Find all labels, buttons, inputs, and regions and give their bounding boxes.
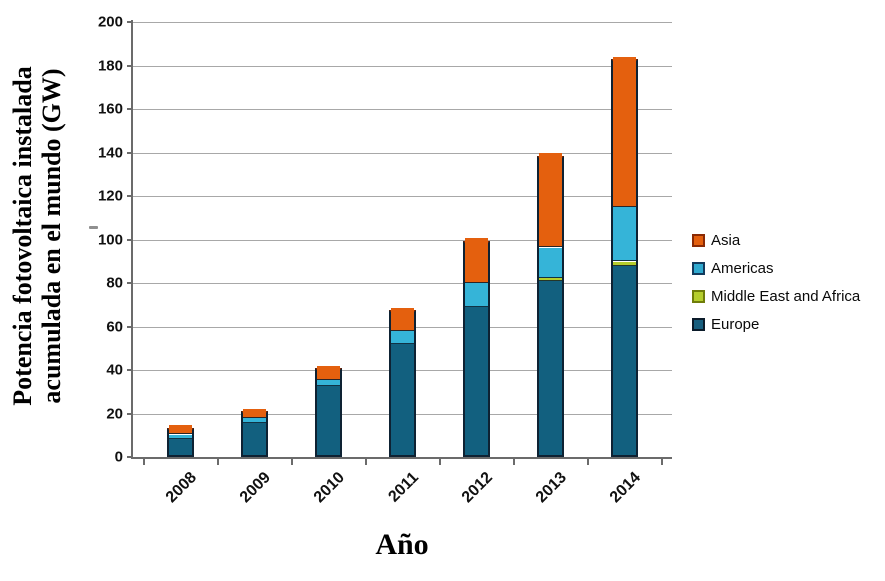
y-tick-label: 60	[106, 318, 123, 335]
bar-segment-2008-europe	[168, 439, 192, 455]
legend: Asia Americas Middle East and Africa Europe	[692, 226, 860, 338]
y-tick-label: 160	[97, 100, 123, 118]
x-tick	[365, 459, 367, 465]
bar-segment-2014-europe	[612, 266, 636, 455]
y-tick-label: 0	[114, 448, 123, 466]
y-tick	[127, 21, 133, 23]
x-tick-label-2011: 2011	[385, 469, 423, 506]
x-tick	[513, 459, 515, 465]
y-tick-label: 120	[97, 187, 123, 205]
bar-segment-2010-asia	[316, 366, 340, 380]
x-axis-title: Año	[375, 528, 429, 561]
bar-2011	[388, 308, 416, 457]
y-axis-title-line-1: Potencia fotovoltaica instalada	[7, 66, 37, 406]
x-tick-label-2009: 2009	[236, 469, 275, 507]
bar-segment-2010-americas	[316, 379, 340, 386]
y-tick	[127, 108, 133, 110]
y-tick	[127, 64, 133, 67]
bar-segment-2010-europe	[316, 386, 340, 455]
bar-segment-2014-americas	[612, 207, 636, 261]
bar-2010	[314, 366, 342, 457]
x-axis-line	[131, 457, 672, 459]
y-tick-label: 140	[97, 144, 123, 161]
gridline	[132, 283, 672, 284]
x-tick	[439, 459, 441, 465]
bar-segment-2011-americas	[390, 331, 414, 344]
gridline	[132, 65, 672, 67]
x-tick-label-2013: 2013	[532, 469, 571, 507]
bar-segment-2012-asia	[464, 238, 488, 283]
bar-segment-2008-americas	[168, 435, 192, 439]
y-tick-label: 200	[97, 13, 123, 31]
legend-label: Americas	[711, 259, 774, 277]
y-tick	[127, 412, 133, 415]
legend-item-asia: Asia	[692, 226, 860, 254]
y-tick	[127, 151, 133, 154]
legend-swatch-icon	[692, 261, 705, 275]
x-tick	[661, 459, 663, 465]
y-tick-label: 180	[97, 57, 123, 74]
y-tick-label: 80	[106, 274, 123, 292]
x-tick-label-2014: 2014	[606, 469, 645, 507]
y-tick-label: 40	[106, 361, 123, 379]
legend-label: Europe	[711, 315, 760, 333]
legend-swatch-icon	[692, 233, 705, 247]
bar-2013	[536, 153, 564, 457]
gridline	[132, 239, 672, 241]
gridline	[132, 109, 672, 110]
y-tick	[127, 456, 133, 458]
bar-segment-2012-europe	[464, 307, 488, 455]
x-tick-label-2008: 2008	[162, 469, 201, 507]
legend-label: Middle East and Africa	[711, 287, 861, 305]
bar-segment-2014-middle-east-and-africa	[612, 262, 636, 266]
gridline	[132, 152, 672, 154]
x-tick	[291, 459, 293, 465]
x-tick	[143, 459, 145, 465]
bar-2014	[610, 57, 638, 457]
y-tick	[127, 282, 133, 284]
legend-swatch-icon	[692, 289, 705, 303]
y-tick	[127, 238, 133, 241]
x-tick-label-2010: 2010	[310, 469, 349, 507]
gridline	[132, 196, 672, 197]
x-tick-label-2012: 2012	[458, 469, 497, 507]
bar-segment-2009-americas	[242, 418, 266, 423]
legend-swatch-icon	[692, 317, 705, 331]
bar-segment-2013-middle-east-and-africa	[538, 278, 562, 281]
stray-dash-artifact	[89, 226, 98, 229]
bar-segment-2011-asia	[390, 308, 414, 331]
bar-segment-2013-americas	[538, 248, 562, 278]
bar-segment-2009-europe	[242, 423, 266, 455]
x-tick	[217, 459, 219, 465]
y-axis-title-line-2: acumulada en el mundo (GW)	[37, 68, 66, 404]
bar-segment-2013-asia	[538, 153, 562, 247]
gridline	[132, 22, 672, 23]
y-tick-label: 20	[106, 405, 123, 422]
bar-2008	[166, 425, 194, 457]
bar-segment-2011-europe	[390, 344, 414, 455]
bar-segment-2008-asia	[168, 425, 192, 434]
x-tick	[587, 459, 589, 465]
bar-segment-2012-americas	[464, 283, 488, 307]
legend-item-europe: Europe	[692, 310, 860, 338]
y-tick	[127, 325, 133, 328]
bar-segment-2009-asia	[242, 409, 266, 418]
bar-2012	[462, 238, 490, 457]
y-tick-label: 100	[97, 231, 123, 248]
legend-item-americas: Americas	[692, 254, 860, 282]
bar-2009	[240, 409, 268, 457]
y-axis-title: Potencia fotovoltaica instalada acumulad…	[8, 66, 66, 405]
bar-segment-2014-asia	[612, 57, 636, 207]
bar-segment-2013-europe	[538, 281, 562, 455]
y-tick	[127, 369, 133, 371]
legend-label: Asia	[711, 231, 741, 249]
y-tick	[127, 195, 133, 197]
legend-item-middle-east-and-africa: Middle East and Africa	[692, 282, 860, 310]
